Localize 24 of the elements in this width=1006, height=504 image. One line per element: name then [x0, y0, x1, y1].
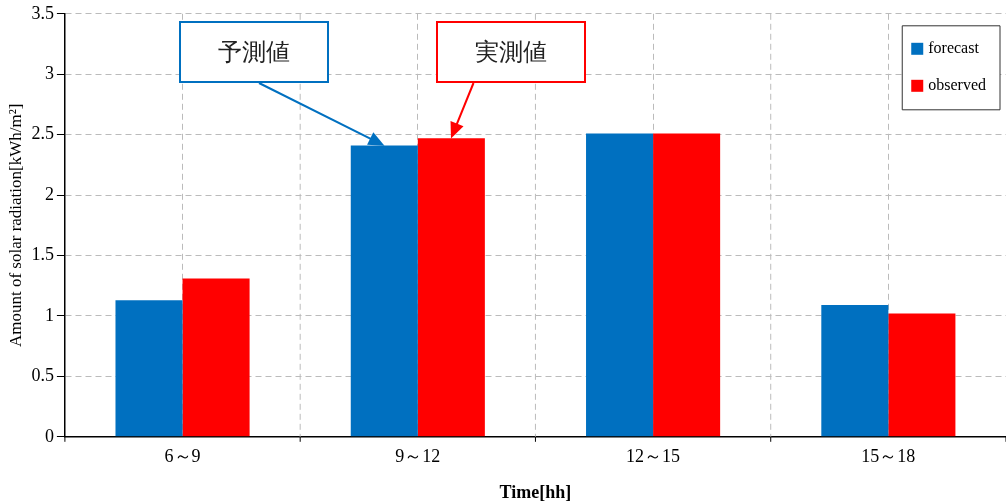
bar [182, 278, 250, 437]
annotation: 実測値 [475, 37, 548, 67]
annotation: 予測値 [218, 37, 291, 67]
bar [888, 313, 956, 437]
bar [653, 133, 721, 437]
y-tick-label: 3.5 [31, 2, 54, 23]
y-axis-title: Amount of solar radiation[kWh/m²] [5, 103, 25, 348]
y-tick-label: 2.5 [31, 123, 54, 144]
x-axis-title: Time[hh] [499, 481, 572, 502]
y-tick-label: 1.5 [31, 244, 54, 265]
y-tick-label: 0.5 [31, 365, 54, 386]
y-tick-label: 1 [44, 304, 54, 325]
x-tick-label: 6～9 [164, 446, 201, 467]
bar [821, 305, 889, 437]
legend-label: forecast [928, 39, 980, 56]
y-tick-label: 2 [44, 183, 54, 204]
legend-label: observed [928, 76, 987, 93]
bar [115, 300, 183, 437]
x-tick-label: 12～15 [626, 446, 681, 467]
bar [586, 133, 654, 437]
x-tick-label: 15～18 [861, 446, 916, 467]
y-tick-label: 0 [44, 425, 54, 446]
y-tick-label: 3 [44, 62, 54, 83]
x-tick-label: 9～12 [395, 446, 441, 467]
